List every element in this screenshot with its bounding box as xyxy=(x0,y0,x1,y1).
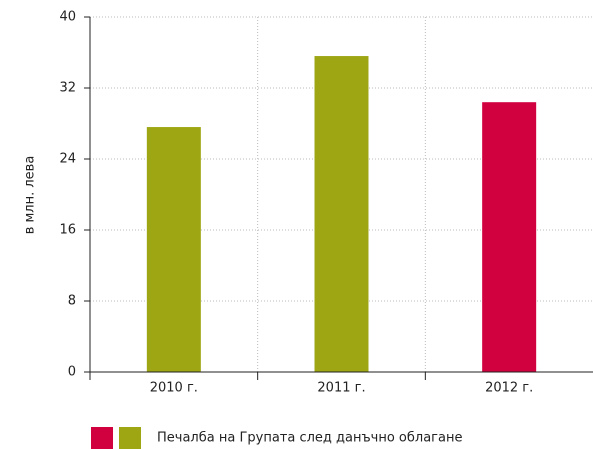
x-tick-label: 2012 г. xyxy=(485,381,533,396)
y-tick-label: 16 xyxy=(59,223,76,238)
bar xyxy=(146,127,201,372)
legend-swatch xyxy=(91,427,113,449)
x-tick-label: 2011 г. xyxy=(317,381,365,396)
y-tick-label: 24 xyxy=(59,152,76,167)
y-tick-label: 32 xyxy=(59,81,76,96)
y-tick-label: 40 xyxy=(59,10,76,25)
x-tick-label: 2010 г. xyxy=(150,381,198,396)
legend-swatch xyxy=(119,427,141,449)
y-tick-label: 8 xyxy=(68,294,76,309)
bar xyxy=(482,102,537,372)
y-axis-label: в млн. лева xyxy=(23,156,38,235)
y-tick-label: 0 xyxy=(68,365,76,380)
legend-label: Печалба на Групата след данъчно облагане xyxy=(157,431,462,446)
bar xyxy=(314,56,369,373)
